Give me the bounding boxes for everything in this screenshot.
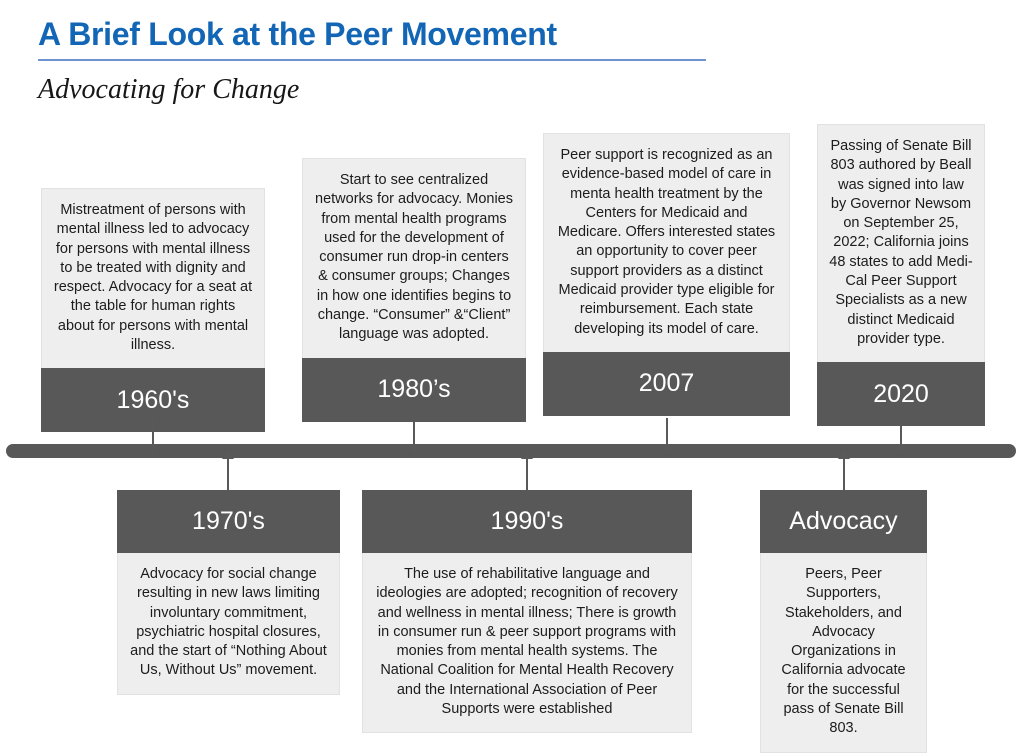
timeline-card-label: 1970's (117, 490, 340, 553)
timeline-card-label: 1980’s (302, 357, 526, 422)
timeline-card-label: 2007 (543, 351, 790, 416)
timeline-card-advocacy: Advocacy Peers, Peer Supporters, Stakeho… (760, 490, 927, 753)
timeline-card-2020: Passing of Senate Bill 803 authored by B… (817, 124, 985, 427)
connector-arrow-1980s (408, 418, 420, 454)
timeline-card-text: The use of rehabilitative language and i… (362, 553, 692, 734)
timeline-card-text: Peer support is recognized as an evidenc… (543, 133, 790, 352)
timeline-card-text: Mistreatment of persons with mental illn… (41, 188, 265, 369)
timeline-card-1960s: Mistreatment of persons with mental illn… (41, 188, 265, 433)
timeline-card-text: Peers, Peer Supporters, Stakeholders, an… (760, 553, 927, 753)
timeline-spine (6, 444, 1016, 458)
timeline-card-2007: Peer support is recognized as an evidenc… (543, 133, 790, 416)
connector-arrow-1990s (521, 450, 533, 490)
title-underline-rule (38, 58, 706, 61)
timeline-card-text: Advocacy for social change resulting in … (117, 553, 340, 695)
timeline-card-label: 2020 (817, 362, 985, 427)
timeline-card-text: Start to see centralized networks for ad… (302, 158, 526, 358)
connector-arrow-2020 (895, 418, 907, 454)
connector-arrow-1960s (147, 418, 159, 454)
header: A Brief Look at the Peer Movement Advoca… (38, 16, 718, 106)
timeline-card-1980s: Start to see centralized networks for ad… (302, 158, 526, 422)
timeline-card-1990s: 1990's The use of rehabilitative languag… (362, 490, 692, 734)
connector-arrow-1970s (222, 450, 234, 490)
timeline-card-label: Advocacy (760, 490, 927, 553)
page-title: A Brief Look at the Peer Movement (38, 16, 557, 52)
timeline-card-label: 1960's (41, 368, 265, 433)
connector-arrow-2007 (661, 418, 673, 454)
connector-arrow-advocacy (838, 450, 850, 490)
page-subtitle: Advocating for Change (38, 73, 300, 105)
timeline-card-text: Passing of Senate Bill 803 authored by B… (817, 124, 985, 363)
timeline-card-1970s: 1970's Advocacy for social change result… (117, 490, 340, 695)
timeline-card-label: 1990's (362, 490, 692, 553)
